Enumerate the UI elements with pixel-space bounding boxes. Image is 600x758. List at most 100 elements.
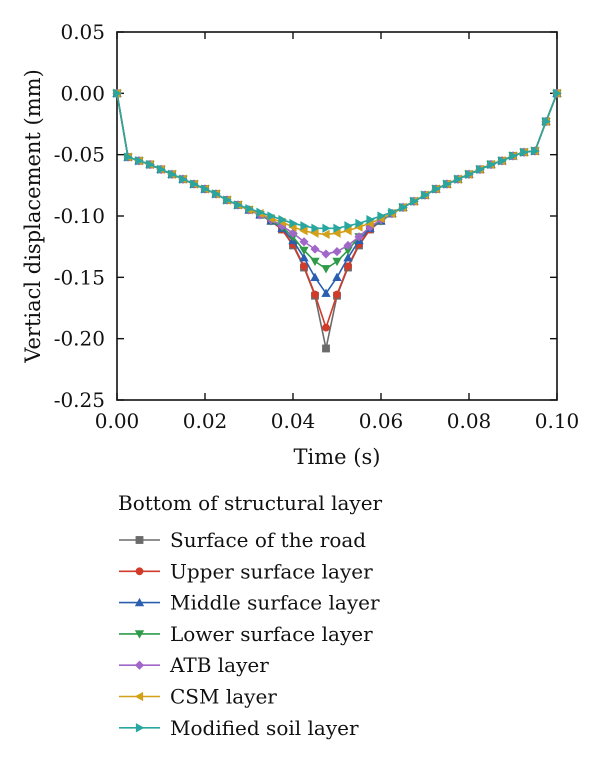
- data-point: [377, 211, 386, 221]
- x-axis-title: Time (s): [294, 445, 381, 469]
- legend-item: Surface of the road: [119, 528, 366, 552]
- data-point: [223, 195, 232, 205]
- data-point: [355, 218, 364, 229]
- data-point: [299, 237, 309, 247]
- data-point: [245, 203, 254, 214]
- legend-item: ATB layer: [119, 653, 269, 677]
- data-point: [531, 146, 540, 156]
- data-point: [256, 207, 265, 217]
- data-point: [322, 344, 330, 353]
- data-point: [454, 174, 463, 184]
- series-surface-of-the-road: [113, 89, 561, 353]
- data-point: [487, 159, 496, 170]
- data-point: [509, 151, 518, 161]
- data-point: [300, 221, 309, 231]
- data-point: [157, 164, 166, 175]
- data-point: [410, 196, 419, 206]
- data-point: [288, 228, 298, 238]
- data-point: [399, 202, 408, 213]
- data-point: [321, 249, 331, 259]
- legend-marker: [135, 723, 145, 733]
- data-point: [311, 223, 320, 233]
- tick-labels: 0.00 0.02 0.04 0.06 0.08 0.10 0.05 0.00 -0.05 -0.…: [54, 20, 580, 433]
- data-point: [124, 152, 133, 162]
- data-point: [322, 323, 330, 332]
- data-point: [332, 247, 342, 257]
- data-point: [310, 244, 320, 254]
- legend-marker: [134, 630, 145, 639]
- x-tick-label: 0.00: [95, 409, 140, 433]
- data-point: [113, 88, 122, 98]
- data-point: [498, 156, 507, 166]
- data-point: [332, 257, 342, 267]
- legend-marker: [135, 536, 144, 544]
- legend-marker: [134, 691, 144, 702]
- data-point: [333, 290, 341, 299]
- legend-label: Upper surface layer: [170, 559, 373, 583]
- series-lines: [112, 88, 562, 353]
- y-tick-label: -0.05: [54, 143, 105, 167]
- legend-item: Middle surface layer: [119, 591, 380, 615]
- data-point: [190, 179, 199, 189]
- data-point: [321, 265, 331, 274]
- data-point: [299, 252, 309, 262]
- y-tick-label: 0.05: [60, 20, 105, 44]
- data-point: [388, 207, 397, 217]
- legend-label: ATB layer: [169, 653, 269, 677]
- data-point: [343, 252, 353, 262]
- data-point: [234, 200, 243, 210]
- data-point: [135, 156, 144, 166]
- data-point: [212, 189, 221, 199]
- data-point: [179, 174, 188, 184]
- legend-marker: [135, 567, 144, 576]
- data-point: [322, 223, 331, 233]
- legend-item: CSM layer: [119, 685, 277, 709]
- data-point: [332, 272, 342, 281]
- series-line: [116, 93, 558, 350]
- legend-marker: [134, 660, 145, 670]
- series-upper-surface-layer: [113, 89, 561, 332]
- data-point: [300, 262, 308, 271]
- data-point: [465, 169, 474, 179]
- data-point: [201, 184, 210, 194]
- data-point: [542, 116, 551, 127]
- y-tick-label: -0.15: [54, 265, 105, 289]
- legend-label: CSM layer: [170, 685, 277, 709]
- legend-item: Upper surface layer: [119, 559, 373, 583]
- data-point: [168, 169, 177, 179]
- data-point: [321, 229, 330, 240]
- data-point: [476, 164, 485, 175]
- legend-marker: [134, 597, 145, 607]
- data-point: [443, 179, 452, 189]
- legend-label: Surface of the road: [170, 528, 366, 552]
- data-point: [289, 218, 298, 229]
- data-point: [321, 288, 331, 297]
- legend-label: Modified soil layer: [170, 716, 359, 740]
- axes: [116, 31, 558, 401]
- x-tick-label: 0.04: [271, 409, 316, 433]
- legend-label: Lower surface layer: [170, 622, 373, 646]
- data-point: [344, 262, 352, 271]
- y-tick-label: -0.25: [54, 388, 105, 412]
- x-tick-label: 0.08: [447, 409, 492, 433]
- y-axis-title: Vertiacl displacement (mm): [21, 69, 45, 364]
- data-point: [354, 232, 364, 242]
- data-point: [553, 88, 562, 98]
- data-point: [267, 211, 276, 221]
- data-point: [366, 215, 375, 225]
- data-point: [432, 184, 441, 194]
- y-tick-label: 0.00: [60, 81, 105, 105]
- legend-item: Modified soil layer: [119, 716, 359, 740]
- x-tick-label: 0.06: [359, 409, 404, 433]
- data-point: [299, 246, 309, 256]
- data-point: [310, 272, 320, 281]
- legend-label: Middle surface layer: [170, 591, 380, 615]
- series-modified-soil-layer: [113, 88, 562, 233]
- data-point: [311, 290, 319, 299]
- data-point: [333, 223, 342, 233]
- y-tick-label: -0.20: [54, 327, 105, 351]
- data-point: [344, 221, 353, 231]
- legend-title: Bottom of structural layer: [118, 491, 383, 515]
- data-point: [310, 257, 320, 267]
